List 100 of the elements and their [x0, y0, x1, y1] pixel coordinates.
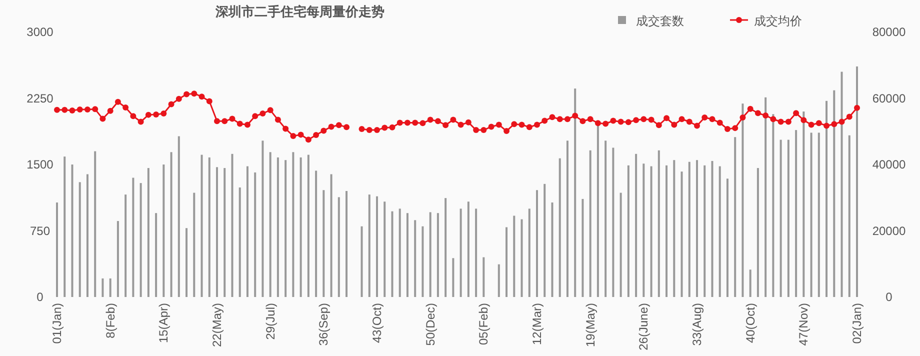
bar	[551, 202, 554, 297]
bar	[231, 154, 234, 297]
bar	[756, 168, 759, 297]
y-tick-label: 3000	[26, 25, 54, 39]
bar	[475, 208, 478, 297]
bar	[818, 132, 820, 297]
y2-tick-label: 80000	[872, 25, 906, 39]
x-tick-label: 8(Feb)	[103, 302, 118, 338]
bar	[186, 228, 188, 297]
bar	[162, 164, 165, 297]
bar	[193, 192, 196, 297]
bar	[246, 166, 248, 297]
x-tick-label: 47(Nov)	[796, 303, 811, 346]
bar	[688, 162, 690, 297]
bar	[307, 154, 310, 297]
bar	[71, 164, 74, 297]
bar	[398, 208, 401, 297]
x-tick-label: 36(Sep)	[316, 303, 331, 346]
bar	[360, 226, 363, 297]
bar	[544, 184, 546, 297]
x-tick-label: 12(Mar)	[530, 303, 544, 346]
x-tick-label: 02(Jan)	[850, 302, 864, 344]
x-tick-label: 19(May)	[583, 303, 598, 348]
bar	[704, 165, 706, 297]
bar	[414, 220, 416, 297]
chart-title: 深圳市二手住宅每周量价走势	[214, 4, 384, 19]
bar	[726, 178, 728, 297]
bar	[498, 264, 500, 297]
bar	[666, 165, 668, 297]
y-tick-label: 1500	[26, 158, 54, 172]
bar	[612, 148, 614, 297]
bar	[170, 152, 172, 297]
bar	[276, 157, 279, 297]
x-tick-label: 40(Oct)	[743, 303, 758, 344]
bar	[627, 165, 630, 297]
y-tick-label: 0	[36, 290, 44, 304]
bar	[436, 213, 439, 297]
bar	[124, 194, 127, 297]
x-tick-label: 29(Jul)	[263, 303, 278, 340]
bar	[292, 152, 294, 297]
bar	[140, 183, 142, 297]
bar	[102, 278, 104, 297]
x-tick-label: 50(Dec)	[423, 303, 438, 346]
bar	[650, 166, 652, 297]
bar	[224, 168, 226, 297]
bar	[673, 160, 676, 297]
bar	[460, 208, 462, 297]
bar	[635, 154, 638, 297]
bar	[734, 137, 736, 297]
y2-tick-label: 20000	[872, 224, 906, 238]
bar	[536, 190, 538, 297]
bar	[848, 135, 850, 297]
bar	[429, 212, 432, 297]
legend-label: 成交套数	[636, 14, 684, 28]
bar	[330, 174, 332, 297]
bar	[56, 202, 58, 297]
x-tick-label: 26(June)	[636, 303, 651, 350]
bar	[376, 196, 378, 297]
bar	[680, 172, 683, 297]
bar	[109, 278, 112, 297]
bar	[795, 130, 798, 297]
bar	[604, 140, 607, 297]
bar	[780, 140, 782, 297]
bar	[620, 192, 622, 297]
bar	[86, 174, 88, 297]
legend-label: 成交均价	[754, 14, 802, 28]
bar	[506, 227, 508, 297]
bar	[94, 151, 96, 297]
bar	[132, 178, 134, 297]
bar	[482, 257, 485, 297]
bar	[384, 202, 386, 297]
bar	[116, 221, 119, 297]
bar	[749, 270, 752, 297]
bar	[178, 136, 180, 297]
bar	[658, 150, 660, 297]
y-tick-label: 750	[30, 224, 50, 238]
bar	[787, 140, 790, 297]
x-tick-label: 15(Apr)	[156, 303, 171, 344]
bar	[406, 213, 408, 297]
bar	[718, 166, 721, 297]
y2-tick-label: 60000	[872, 91, 906, 106]
bar	[467, 202, 470, 297]
bar	[238, 187, 241, 297]
bar	[558, 158, 561, 297]
bar	[346, 191, 348, 297]
bar	[254, 172, 256, 297]
x-tick-label: 33(Aug)	[690, 303, 704, 346]
bar	[216, 167, 218, 297]
bar	[444, 198, 447, 297]
bar	[391, 211, 394, 297]
bar	[642, 164, 645, 297]
y2-tick-label: 0	[886, 290, 893, 304]
bar	[208, 157, 210, 297]
bar	[513, 216, 516, 297]
bar	[696, 160, 698, 297]
bar	[262, 140, 264, 297]
bar	[64, 156, 66, 297]
bar	[147, 168, 150, 297]
bar	[300, 157, 302, 297]
bar	[269, 152, 272, 297]
